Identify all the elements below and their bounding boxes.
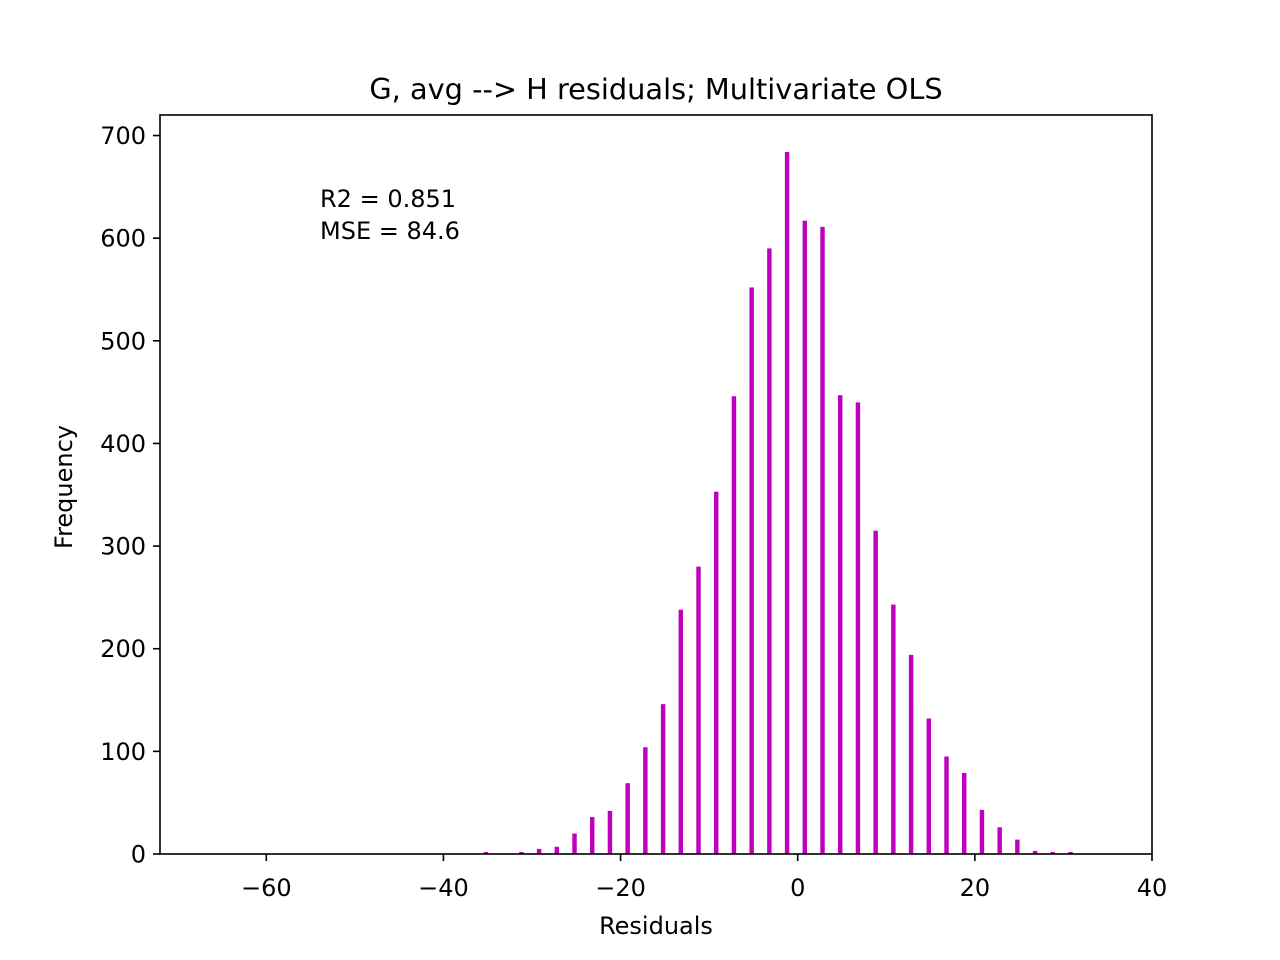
histogram-bar — [554, 846, 560, 854]
histogram-bar — [944, 756, 949, 854]
x-tick-label: −40 — [418, 874, 469, 902]
histogram-bar — [820, 226, 825, 854]
histogram-bar — [855, 402, 861, 854]
histogram-bar — [1032, 850, 1038, 854]
x-tick-label: 0 — [790, 874, 805, 902]
r2-annotation: R2 = 0.851 — [320, 185, 456, 213]
chart-title: G, avg --> H residuals; Multivariate OLS — [369, 72, 942, 106]
histogram-bar — [607, 810, 613, 854]
y-tick-label: 400 — [100, 430, 146, 458]
histogram-bar — [625, 783, 630, 854]
histogram-bar — [926, 718, 932, 854]
x-axis-ticks: −60 −40 −20 0 20 40 — [241, 854, 1167, 902]
histogram-bar — [519, 851, 524, 854]
histogram-bar — [536, 848, 542, 854]
histogram-bar — [1050, 851, 1056, 854]
y-tick-label: 500 — [100, 327, 146, 355]
histogram-bar — [802, 220, 808, 855]
histogram-bar — [572, 833, 577, 854]
x-tick-label: 40 — [1137, 874, 1168, 902]
histogram-bar — [678, 609, 684, 854]
y-axis-label: Frequency — [50, 425, 78, 549]
histogram-bar — [997, 827, 1002, 854]
y-tick-label: 600 — [100, 225, 146, 253]
histogram-bar — [784, 151, 790, 854]
histogram-bar — [483, 851, 489, 854]
histogram-bar — [749, 287, 754, 854]
histogram-bar — [1068, 851, 1073, 854]
histogram-bar — [908, 654, 914, 854]
y-axis-ticks: 0 100 200 300 400 500 600 700 — [100, 122, 160, 869]
y-tick-label: 100 — [100, 738, 146, 766]
histogram-bar — [979, 809, 985, 854]
bars-group — [483, 151, 1073, 855]
y-tick-label: 200 — [100, 635, 146, 663]
y-tick-label: 0 — [131, 841, 146, 869]
mse-annotation: MSE = 84.6 — [320, 217, 460, 245]
histogram-bar — [838, 395, 843, 854]
plot-frame — [159, 114, 1153, 855]
histogram-bar — [643, 747, 648, 854]
histogram-bar — [891, 604, 896, 854]
histogram-bar — [590, 817, 595, 854]
x-tick-label: −60 — [241, 874, 292, 902]
histogram-bar — [767, 248, 772, 855]
y-tick-label: 300 — [100, 533, 146, 561]
histogram-bar — [962, 772, 967, 854]
histogram-bar — [1015, 839, 1020, 854]
histogram-bar — [660, 704, 666, 854]
histogram-bar — [696, 566, 701, 854]
y-tick-label: 700 — [100, 122, 146, 150]
x-tick-label: 20 — [960, 874, 991, 902]
x-axis-label: Residuals — [599, 912, 713, 940]
histogram-bar — [873, 530, 878, 854]
x-tick-label: −20 — [595, 874, 646, 902]
histogram-bar — [731, 396, 737, 854]
histogram-bar — [714, 491, 719, 854]
